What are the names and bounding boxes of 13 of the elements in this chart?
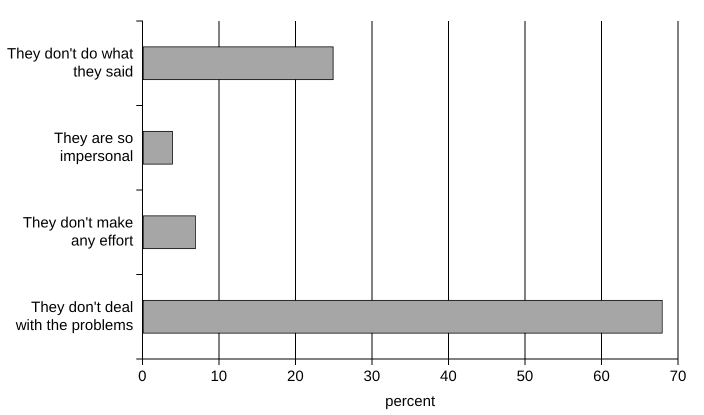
x-tick-label: 70 [670,368,686,386]
y-tick-label: They are so impersonal [54,130,134,165]
x-axis-title: percent [385,393,436,410]
x-tick-label: 20 [286,368,304,386]
y-tick-label: They don't deal with the problems [14,298,134,334]
y-tick-label: They don't do what they said [6,45,134,80]
x-tick-label: 60 [593,368,610,386]
x-tick-label: 40 [440,368,457,386]
x-tick-label: 0 [138,368,146,386]
x-tick-label: 30 [364,368,380,386]
x-tick-label: 10 [210,368,228,386]
x-tick-label: 50 [516,368,534,386]
y-tick-label: They don't make any effort [22,214,134,250]
